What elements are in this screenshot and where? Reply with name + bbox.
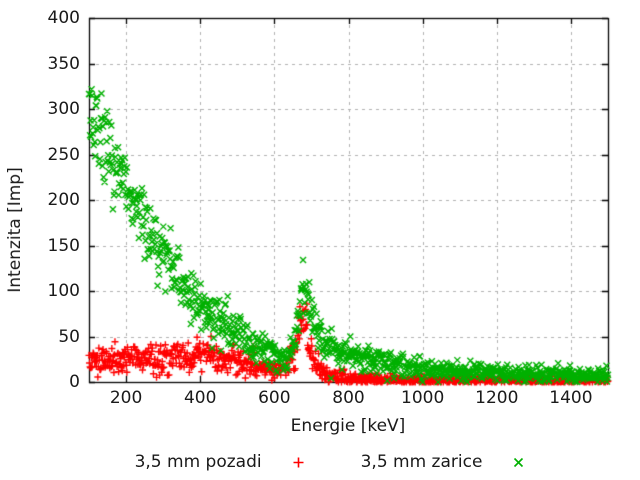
y-tick-label: 150 [47,235,80,256]
x-axis-title: Energie [keV] [290,416,406,436]
plus-marker-icon [293,457,304,467]
legend-entry-zarice: 3,5 mm zarice [361,452,526,472]
y-tick-label: 100 [47,281,80,301]
y-tick-label: 250 [47,144,80,165]
x-tick-label: 400 [183,388,217,408]
y-tick-label: 300 [47,99,80,119]
legend-entry-pozadi: 3,5 mm pozadi [135,452,305,472]
x-tick-label: 1400 [549,388,593,408]
legend-label-zarice: 3,5 mm zarice [360,452,483,472]
legend: 3,5 mm pozadi 3,5 mm zarice [10,450,640,474]
y-tick-label: 50 [58,326,80,347]
x-tick-label: 1200 [475,388,519,408]
x-tick-label: 200 [109,388,143,408]
cross-marker-icon [514,457,524,467]
x-tick-label: 800 [332,388,365,408]
legend-label-pozadi: 3,5 mm pozadi [134,452,262,472]
y-tick-label: 350 [47,53,80,74]
x-tick-label: 600 [258,388,291,408]
y-axis-title: Intenzita [Imp] [5,167,25,293]
y-tick-label: 400 [47,8,80,28]
y-tick-label: 0 [69,372,80,392]
x-tick-label: 1000 [401,388,445,408]
y-tick-label: 200 [47,190,80,210]
